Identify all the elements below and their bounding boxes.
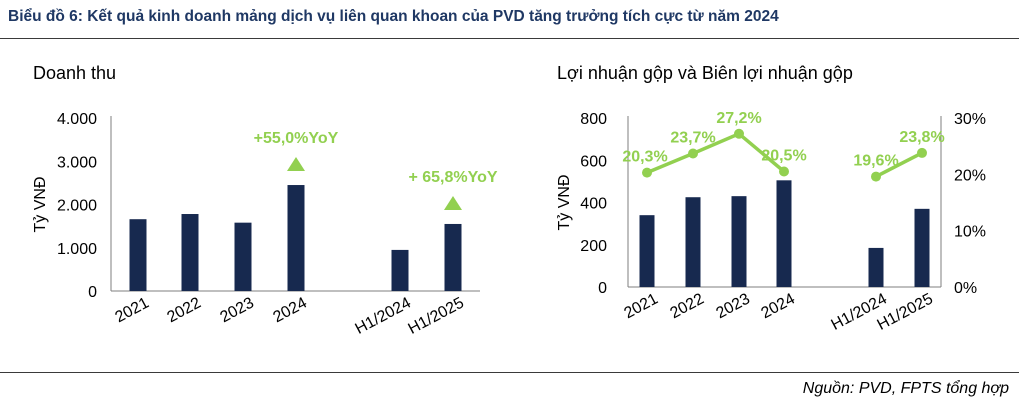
bar-2021	[129, 219, 147, 291]
y-tick-label: 0	[88, 284, 97, 301]
yoy-annotation: + 65,8%YoY	[408, 169, 497, 186]
y-tick-label: 3.000	[57, 154, 97, 171]
margin-point-2024	[779, 166, 789, 177]
margin-data-label: 23,7%	[670, 129, 715, 146]
margin-point-2023	[734, 128, 744, 139]
y2-tick-label: 0%	[954, 280, 977, 297]
yoy-annotation: +55,0%YoY	[254, 130, 339, 147]
growth-triangle-icon	[444, 195, 462, 210]
x-tick-label: 2024	[758, 290, 797, 322]
growth-triangle-icon	[287, 157, 305, 172]
margin-point-2021	[642, 167, 652, 178]
bar-2024	[776, 180, 792, 287]
margin-point-H1/2025	[917, 147, 927, 158]
bar-2021	[639, 215, 655, 287]
y2-tick-label: 20%	[954, 167, 986, 184]
y2-tick-label: 10%	[954, 224, 986, 241]
source-note: Nguồn: PVD, FPTS tổng hợp	[802, 380, 1009, 397]
bar-H1/2025	[914, 208, 930, 287]
chart-title: Lợi nhuận gộp và Biên lợi nhuận gộp	[557, 63, 853, 83]
bar-2022	[685, 197, 701, 287]
y-tick-label: 400	[580, 196, 607, 213]
chart-title: Doanh thu	[33, 63, 116, 83]
y-axis-label: Tỷ VNĐ	[32, 177, 49, 233]
bar-2023	[731, 196, 747, 287]
y2-tick-label: 30%	[954, 111, 986, 128]
bar-H1/2025	[444, 223, 462, 291]
x-tick-label: 2022	[667, 290, 706, 322]
y-tick-label: 0	[598, 280, 607, 297]
margin-point-H1/2024	[871, 171, 881, 182]
y-tick-label: 4.000	[57, 111, 97, 128]
figure-title: Biểu đồ 6: Kết quả kinh doanh mảng dịch …	[8, 8, 779, 25]
y-axis-label: Tỷ VNĐ	[556, 175, 573, 231]
margin-data-label: 19,6%	[853, 153, 898, 170]
y-tick-label: 800	[580, 111, 607, 128]
bar-2024	[287, 185, 305, 291]
margin-data-label: 20,5%	[761, 148, 806, 165]
bar-H1/2024	[868, 247, 884, 287]
y-tick-label: 1.000	[57, 241, 97, 258]
bar-H1/2024	[391, 249, 409, 291]
bar-2023	[234, 222, 252, 291]
bottom-divider	[0, 372, 1019, 373]
margin-data-label: 23,8%	[899, 129, 944, 146]
bar-2022	[181, 214, 199, 291]
top-divider	[0, 38, 1019, 39]
margin-line	[646, 131, 786, 175]
margin-point-2022	[688, 148, 698, 159]
margin-data-label: 27,2%	[716, 110, 761, 127]
y-tick-label: 2.000	[57, 198, 97, 215]
x-tick-label: 2021	[621, 290, 660, 322]
y-tick-label: 200	[580, 238, 607, 255]
margin-line	[875, 151, 923, 179]
y-tick-label: 600	[580, 153, 607, 170]
x-tick-label: 2023	[713, 290, 752, 322]
margin-data-label: 20,3%	[622, 149, 667, 166]
